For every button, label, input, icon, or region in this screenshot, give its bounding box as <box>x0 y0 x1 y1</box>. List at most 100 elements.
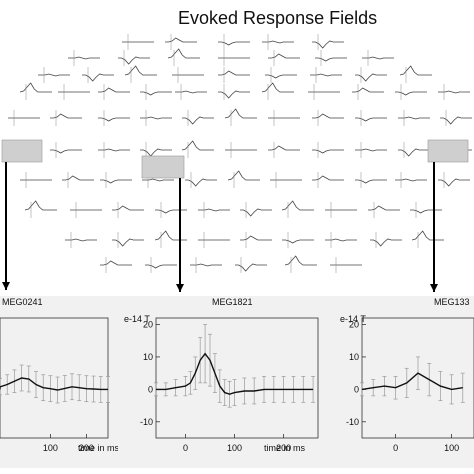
sensor-trace <box>240 208 272 217</box>
panel-unit: e-14 T <box>340 314 366 324</box>
sensor-trace <box>218 70 250 76</box>
x-axis-label: time in ms <box>264 443 306 453</box>
sensor-trace <box>140 116 172 120</box>
sensor-trace <box>98 148 130 152</box>
y-tick-label: 10 <box>143 352 153 362</box>
sensor-trace <box>154 230 187 241</box>
sensor-trace <box>438 178 470 187</box>
x-tick-label: 0 <box>183 443 188 453</box>
arrow-head <box>176 284 184 292</box>
sensor-trace <box>398 116 430 120</box>
sensor-trace <box>167 48 200 59</box>
y-tick-label: -10 <box>140 417 153 427</box>
x-tick-label: 0 <box>393 443 398 453</box>
sensor-trace <box>281 200 314 211</box>
sensor-trace <box>65 238 97 242</box>
sensor-trace <box>410 209 442 214</box>
callout-arrows <box>2 162 438 292</box>
sensor-trace <box>98 87 130 93</box>
sensor-trace <box>265 74 297 79</box>
sensor-trace <box>315 57 347 62</box>
sensor-trace <box>235 263 267 272</box>
sensor-trace <box>50 149 82 154</box>
sensor-trace <box>240 235 272 241</box>
sensor-trace <box>227 170 260 181</box>
sensor-trace <box>398 148 430 157</box>
sensor-trace <box>268 53 300 59</box>
sensor-trace <box>218 41 250 46</box>
sensor-trace <box>282 239 314 244</box>
mean-line <box>0 377 108 391</box>
arrow-head <box>2 282 10 290</box>
sensor-trace <box>440 116 472 125</box>
sensor-trace <box>181 140 214 151</box>
sensor-trace <box>411 230 444 241</box>
sensor-trace <box>198 208 230 212</box>
sensor-trace <box>268 145 300 151</box>
panel-title: MEG1821 <box>212 297 253 307</box>
sensor-trace <box>261 82 294 93</box>
sensor-trace <box>68 56 100 60</box>
sensor-trace <box>438 90 470 94</box>
sensor-trace <box>62 175 94 181</box>
highlight-box <box>1 139 43 163</box>
y-tick-label: 0 <box>148 384 153 394</box>
sensor-trace <box>355 73 387 82</box>
sensor-trace <box>145 264 177 269</box>
y-tick-label: 10 <box>349 352 359 362</box>
sensor-trace <box>262 40 294 44</box>
sensor-trace <box>98 117 130 122</box>
panel-background <box>118 296 336 468</box>
sensor-trace <box>352 87 384 93</box>
sensor-trace <box>368 205 400 211</box>
highlighted-sensors <box>1 139 469 179</box>
sensor-trace <box>112 238 144 247</box>
highlight-box <box>141 155 185 179</box>
x-tick-label: 100 <box>227 443 242 453</box>
sensor-trace <box>395 178 427 182</box>
sensor-trace <box>124 65 157 76</box>
mean-line <box>361 372 463 391</box>
sensor-trace <box>82 73 114 82</box>
sensor-array <box>8 34 472 273</box>
sensor-trace <box>224 108 257 119</box>
sensor-trace <box>142 178 174 182</box>
figure-title: Evoked Response Fields <box>178 8 377 28</box>
x-tick-label: 200 <box>276 443 291 453</box>
x-tick-label: 100 <box>444 443 459 453</box>
sensor-trace <box>140 91 172 96</box>
panel-title: MEG0241 <box>2 297 43 307</box>
sensor-trace <box>100 179 132 184</box>
panel-title: MEG133 <box>434 297 470 307</box>
sensor-trace <box>155 209 187 214</box>
sensor-trace <box>312 40 344 49</box>
sensor-trace <box>118 56 150 65</box>
arrow-head <box>430 284 438 292</box>
sensor-trace <box>310 73 342 77</box>
mean-line <box>156 352 314 395</box>
panel-background <box>336 296 474 468</box>
sensor-trace <box>362 56 394 60</box>
x-tick-label: 200 <box>79 443 94 453</box>
plot-frame <box>361 317 474 439</box>
sensor-trace <box>355 117 387 122</box>
x-axis-label: time in ms <box>78 443 120 453</box>
y-tick-label: -10 <box>346 417 359 427</box>
y-tick-label: 20 <box>143 319 153 329</box>
sensor-trace <box>355 148 387 152</box>
sensor-trace <box>399 65 432 76</box>
sensor-trace <box>50 113 82 119</box>
sensor-trace <box>24 200 57 211</box>
sensor-trace <box>370 238 402 247</box>
sensor-trace <box>185 178 217 187</box>
sensor-trace <box>38 73 70 77</box>
sensor-trace <box>100 260 132 266</box>
sensor-trace <box>312 175 344 181</box>
sensor-trace <box>19 82 52 93</box>
sensor-trace <box>284 255 317 266</box>
